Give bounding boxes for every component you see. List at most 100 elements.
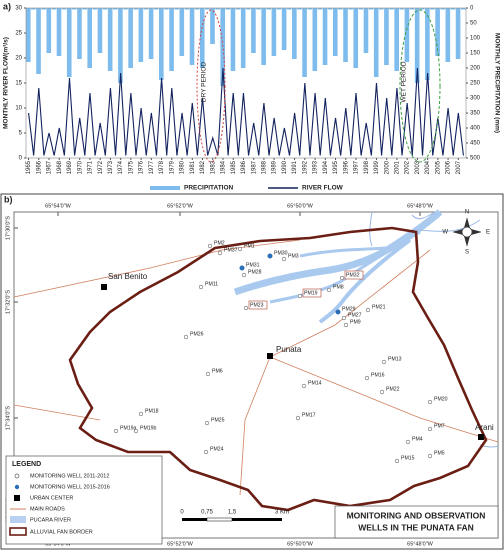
precipitation-bar	[358, 8, 364, 10]
x-tick-label: 1990	[282, 160, 288, 174]
x-tick-label: 2004	[425, 160, 431, 174]
scale-label: 0	[180, 510, 184, 516]
precipitation-bar	[460, 8, 466, 10]
legend-label: PRECIPITATION	[184, 185, 234, 192]
well-label: PM1	[244, 243, 255, 249]
well-point	[364, 375, 370, 381]
precipitation-bar	[72, 8, 77, 10]
map-title-box	[334, 505, 499, 539]
well-label: PM21	[372, 304, 386, 310]
y2-tick-label: 400	[470, 126, 481, 132]
precipitation-bar	[394, 8, 399, 71]
road	[13, 239, 499, 496]
well-point	[297, 293, 303, 299]
precipitation-bar	[41, 8, 46, 10]
compass-label: S	[465, 250, 469, 256]
x-tick-label: 2001	[395, 160, 401, 174]
lon-label: 65°50'0"W	[287, 541, 313, 547]
well-label: PM4	[412, 436, 423, 442]
well-label: PM19	[304, 290, 318, 296]
well-label: PM30	[274, 250, 288, 256]
precipitation-bar	[292, 8, 297, 59]
x-tick-label: 1978	[159, 160, 165, 174]
precipitation-bar	[389, 8, 394, 10]
urban-center	[267, 353, 273, 359]
precipitation-bar	[435, 8, 440, 56]
well-label: PM8	[333, 284, 344, 290]
x-tick-label: 1969	[67, 160, 73, 174]
precipitation-bar	[302, 8, 307, 77]
lon-label: 65°54'0"W	[45, 541, 71, 547]
precipitation-bar	[118, 8, 123, 83]
precipitation-bar	[31, 8, 36, 10]
well-label: PM19a	[120, 425, 137, 431]
precipitation-bar	[138, 8, 144, 62]
y2-tick-label: 100	[470, 36, 481, 42]
town-label: Punata	[276, 345, 302, 354]
precipitation-bar	[87, 8, 92, 68]
well-label: PM5	[434, 450, 445, 456]
well-point	[335, 309, 341, 315]
well-point	[394, 458, 400, 464]
precipitation-bar	[51, 8, 57, 10]
annotation: DRY PERIOD	[201, 62, 208, 103]
precipitation-bar	[164, 8, 169, 10]
x-tick-label: 1972	[98, 160, 104, 174]
precipitation-bar	[440, 8, 446, 10]
urban-center	[478, 434, 484, 440]
well-point	[381, 359, 387, 365]
y-tick-label: 25	[15, 31, 22, 37]
x-tick-label: 1994	[323, 160, 329, 174]
map-title: WELLS IN THE PUNATA FAN	[358, 522, 474, 532]
panel-frame	[0, 193, 504, 550]
precipitation-bar	[36, 8, 41, 74]
map: N E S W San Benito Punata Arani 65°54'0"…	[5, 203, 499, 547]
river-flow-line	[28, 67, 464, 156]
x-tick-label: 2005	[435, 160, 441, 174]
well-point	[198, 284, 204, 290]
y2-axis-title: MONTHLY PRECIPITATION (mm)	[493, 33, 500, 133]
precipitation-bar	[56, 8, 62, 56]
precipitation-bar	[215, 8, 220, 10]
precipitation-bar	[445, 8, 451, 62]
precipitation-bar	[399, 8, 405, 10]
well-point	[326, 287, 332, 293]
x-tick-label: 2002	[405, 160, 411, 174]
legend-label: MONITORING WELL 2015-2016	[30, 484, 110, 490]
legend-label: RIVER FLOW	[302, 185, 344, 192]
precipitation-bar	[312, 8, 318, 71]
precipitation-bar	[61, 8, 67, 10]
precipitation-bar	[430, 8, 435, 10]
urban-center	[101, 284, 107, 290]
precipitation-bar	[97, 8, 103, 53]
precipitation-bar	[281, 8, 287, 50]
well-label: PM3	[288, 253, 299, 259]
y2-tick-label: 500	[470, 156, 481, 162]
x-tick-label: 1968	[57, 160, 63, 174]
scale-label: 3 Km	[275, 510, 289, 516]
precipitation-bar	[240, 8, 246, 68]
well-label: PM7	[434, 423, 445, 429]
well-label: PM25	[211, 417, 225, 423]
well-label: PM17	[302, 412, 316, 418]
x-tick-label: 1996	[343, 160, 349, 174]
well-point	[237, 246, 243, 252]
legend-label: MONITORING WELL 2011-2012	[30, 473, 109, 479]
well-point	[427, 453, 433, 459]
well-point	[113, 428, 119, 434]
well-point	[267, 253, 273, 259]
precipitation-bar	[404, 8, 410, 62]
legend-label: ALLUVIAL FAN BORDER	[30, 529, 93, 535]
annotation: WET PERIOD	[401, 61, 408, 102]
river	[318, 238, 412, 324]
x-tick-label: 1991	[292, 160, 298, 174]
precipitation-bar	[332, 8, 338, 56]
town-label: Arani	[475, 423, 494, 432]
precipitation-bar	[286, 8, 292, 10]
well-label: PM16	[371, 372, 385, 378]
x-tick-label: 1971	[88, 160, 94, 174]
well-point	[204, 420, 210, 426]
precipitation-bar	[123, 8, 128, 10]
y-tick-label: 15	[15, 81, 22, 87]
x-tick-label: 1970	[77, 160, 83, 174]
